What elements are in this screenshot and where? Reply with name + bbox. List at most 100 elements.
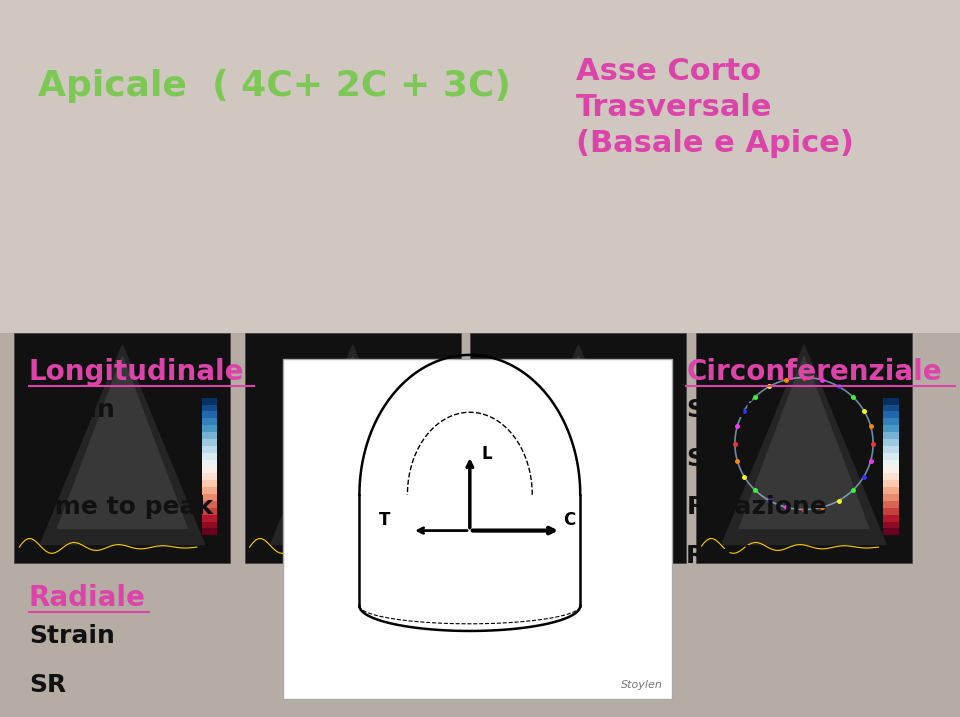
FancyBboxPatch shape	[202, 398, 217, 404]
Text: T: T	[378, 511, 390, 529]
Polygon shape	[58, 356, 187, 528]
FancyBboxPatch shape	[432, 515, 447, 521]
FancyBboxPatch shape	[432, 473, 447, 480]
FancyBboxPatch shape	[432, 452, 447, 460]
FancyBboxPatch shape	[658, 404, 673, 412]
FancyBboxPatch shape	[202, 480, 217, 487]
FancyBboxPatch shape	[658, 432, 673, 439]
FancyBboxPatch shape	[432, 418, 447, 425]
Text: Circonferenziale: Circonferenziale	[686, 358, 942, 386]
FancyBboxPatch shape	[658, 501, 673, 508]
FancyBboxPatch shape	[658, 467, 673, 473]
FancyBboxPatch shape	[883, 452, 899, 460]
FancyBboxPatch shape	[883, 425, 899, 432]
Text: SR: SR	[686, 447, 724, 470]
FancyBboxPatch shape	[883, 467, 899, 473]
Polygon shape	[40, 345, 204, 544]
FancyBboxPatch shape	[202, 460, 217, 467]
Text: Strain: Strain	[29, 624, 114, 647]
Text: Stoylen: Stoylen	[620, 680, 662, 690]
Text: Strain: Strain	[686, 398, 772, 422]
FancyBboxPatch shape	[883, 404, 899, 412]
FancyBboxPatch shape	[883, 480, 899, 487]
Polygon shape	[739, 356, 869, 528]
Text: Asse Corto
Trasversale
(Basale e Apice): Asse Corto Trasversale (Basale e Apice)	[576, 57, 853, 158]
FancyBboxPatch shape	[202, 439, 217, 446]
FancyBboxPatch shape	[202, 446, 217, 452]
FancyBboxPatch shape	[202, 494, 217, 501]
Polygon shape	[496, 345, 660, 544]
FancyBboxPatch shape	[658, 528, 673, 536]
Text: Longitudinale: Longitudinale	[29, 358, 244, 386]
FancyBboxPatch shape	[883, 473, 899, 480]
FancyBboxPatch shape	[883, 508, 899, 515]
FancyBboxPatch shape	[470, 333, 686, 563]
FancyBboxPatch shape	[432, 487, 447, 494]
Text: C: C	[563, 511, 575, 529]
FancyBboxPatch shape	[202, 521, 217, 528]
FancyBboxPatch shape	[883, 418, 899, 425]
FancyBboxPatch shape	[658, 446, 673, 452]
FancyBboxPatch shape	[883, 515, 899, 521]
FancyBboxPatch shape	[658, 480, 673, 487]
Text: SR: SR	[29, 447, 66, 470]
FancyBboxPatch shape	[202, 515, 217, 521]
FancyBboxPatch shape	[432, 439, 447, 446]
FancyBboxPatch shape	[432, 508, 447, 515]
FancyBboxPatch shape	[432, 432, 447, 439]
FancyBboxPatch shape	[202, 412, 217, 418]
FancyBboxPatch shape	[14, 333, 230, 563]
FancyBboxPatch shape	[658, 515, 673, 521]
FancyBboxPatch shape	[202, 418, 217, 425]
FancyBboxPatch shape	[202, 404, 217, 412]
Polygon shape	[722, 345, 886, 544]
FancyBboxPatch shape	[883, 412, 899, 418]
FancyBboxPatch shape	[658, 418, 673, 425]
FancyBboxPatch shape	[658, 494, 673, 501]
FancyBboxPatch shape	[696, 333, 912, 563]
Text: Time to peak: Time to peak	[29, 495, 213, 519]
FancyBboxPatch shape	[202, 452, 217, 460]
FancyBboxPatch shape	[432, 425, 447, 432]
FancyBboxPatch shape	[432, 501, 447, 508]
FancyBboxPatch shape	[202, 508, 217, 515]
Text: Strain: Strain	[29, 398, 114, 422]
FancyBboxPatch shape	[202, 467, 217, 473]
FancyBboxPatch shape	[883, 501, 899, 508]
FancyBboxPatch shape	[202, 487, 217, 494]
FancyBboxPatch shape	[658, 439, 673, 446]
FancyBboxPatch shape	[0, 0, 960, 333]
FancyBboxPatch shape	[432, 467, 447, 473]
Text: Rotazione: Rotazione	[686, 495, 828, 519]
FancyBboxPatch shape	[283, 358, 672, 699]
FancyBboxPatch shape	[883, 487, 899, 494]
FancyBboxPatch shape	[883, 528, 899, 536]
FancyBboxPatch shape	[202, 501, 217, 508]
FancyBboxPatch shape	[658, 425, 673, 432]
Polygon shape	[288, 356, 418, 528]
Polygon shape	[514, 356, 643, 528]
FancyBboxPatch shape	[202, 432, 217, 439]
FancyBboxPatch shape	[202, 473, 217, 480]
Polygon shape	[271, 345, 435, 544]
FancyBboxPatch shape	[658, 508, 673, 515]
FancyBboxPatch shape	[658, 412, 673, 418]
FancyBboxPatch shape	[883, 494, 899, 501]
FancyBboxPatch shape	[883, 398, 899, 404]
FancyBboxPatch shape	[658, 473, 673, 480]
Text: Radiale: Radiale	[29, 584, 146, 612]
Text: Apicale  ( 4C+ 2C + 3C): Apicale ( 4C+ 2C + 3C)	[38, 69, 512, 103]
FancyBboxPatch shape	[658, 452, 673, 460]
FancyBboxPatch shape	[432, 480, 447, 487]
FancyBboxPatch shape	[432, 446, 447, 452]
FancyBboxPatch shape	[658, 521, 673, 528]
FancyBboxPatch shape	[658, 487, 673, 494]
FancyBboxPatch shape	[883, 432, 899, 439]
Text: SR: SR	[29, 673, 66, 696]
FancyBboxPatch shape	[0, 333, 960, 717]
FancyBboxPatch shape	[432, 528, 447, 536]
FancyBboxPatch shape	[202, 528, 217, 536]
FancyBboxPatch shape	[883, 460, 899, 467]
FancyBboxPatch shape	[883, 439, 899, 446]
FancyBboxPatch shape	[883, 521, 899, 528]
